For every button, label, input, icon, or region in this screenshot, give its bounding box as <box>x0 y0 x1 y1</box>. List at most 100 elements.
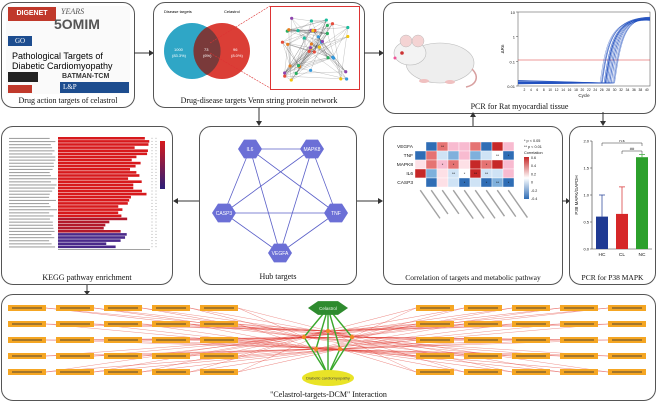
kegg-dot <box>155 227 157 229</box>
kegg-dot <box>155 140 157 142</box>
venn-mid-value: 73 <box>204 47 209 52</box>
hub-node-label: TNF <box>331 211 341 217</box>
corr-legend-title: Correlation <box>524 151 543 155</box>
corr-star: ** <box>496 153 500 158</box>
interaction-edge <box>315 323 561 350</box>
kegg-dot <box>155 230 157 232</box>
kegg-dot <box>151 196 153 198</box>
network-node <box>309 42 314 46</box>
interaction-edge <box>351 336 417 341</box>
corr-cell <box>458 150 471 161</box>
corr-row-label: TNF <box>404 153 413 159</box>
network-node <box>325 31 329 36</box>
network-edge <box>298 20 312 66</box>
interaction-edge <box>303 336 609 357</box>
kegg-label-placeholder <box>9 159 56 161</box>
amplification-curve <box>517 16 651 84</box>
interaction-edge <box>237 336 305 357</box>
network-node <box>296 29 300 33</box>
network-edge <box>291 27 348 81</box>
corr-cell <box>447 150 460 161</box>
network-node <box>312 50 316 54</box>
interaction-edge <box>237 323 317 350</box>
corr-star: * <box>453 162 455 167</box>
network-node <box>344 70 348 74</box>
kegg-bar <box>58 186 134 190</box>
interaction-edge <box>339 348 561 373</box>
kegg-label-placeholder <box>9 243 52 245</box>
x-tick-label: 20 <box>581 88 585 92</box>
pathway-box-label-placeholder <box>516 355 546 357</box>
corr-cell <box>436 168 449 179</box>
network-edge <box>332 27 348 58</box>
pathway-box-label-placeholder <box>60 339 90 341</box>
kegg-bar <box>58 189 142 193</box>
kegg-bar <box>58 199 130 202</box>
network-edge <box>287 30 328 34</box>
x-tick-label: 24 <box>593 88 597 92</box>
pathway-box-label-placeholder <box>612 355 642 357</box>
kegg-dot <box>155 224 157 226</box>
network-edge <box>318 36 333 58</box>
kegg-label-placeholder <box>9 246 56 248</box>
kegg-bar <box>58 137 145 140</box>
corr-star: * <box>464 171 466 176</box>
x-tick-label: 18 <box>574 88 578 92</box>
pathway-box-label-placeholder <box>516 339 546 341</box>
corr-cell <box>414 141 427 152</box>
kegg-dot <box>151 237 153 238</box>
kegg-bar <box>58 140 150 143</box>
pathway-box-label-placeholder <box>468 355 498 357</box>
arrow-hub-to-corr <box>357 198 383 204</box>
interaction-edge <box>237 339 341 350</box>
network-node <box>320 39 325 44</box>
kegg-dot <box>155 196 157 198</box>
corr-scale-label: 0.4 <box>531 164 536 168</box>
corr-cell <box>425 168 438 179</box>
interaction-edge <box>303 336 465 357</box>
kegg-label-placeholder <box>9 144 51 146</box>
network-node <box>289 78 293 82</box>
corr-cell <box>414 150 427 161</box>
kegg-label-placeholder <box>9 184 57 186</box>
p38-bar-nc <box>636 157 648 249</box>
corr-star: * <box>464 180 466 185</box>
network-node <box>308 68 313 72</box>
network-edge <box>282 42 291 67</box>
network-node <box>326 56 330 60</box>
corr-legend-p1: * p < 0.05 <box>524 139 540 143</box>
logo-lsp: L&P <box>60 82 129 93</box>
corr-star: ** <box>496 180 500 185</box>
kegg-dot <box>155 171 157 173</box>
kegg-bar <box>58 161 141 165</box>
corr-star: * <box>508 180 510 185</box>
logo-years: YEARS <box>61 7 85 16</box>
corr-scale-label: 0.6 <box>531 156 536 160</box>
kegg-dot <box>155 159 157 161</box>
pathway-box-label-placeholder <box>564 339 594 341</box>
hub-edge <box>249 148 337 214</box>
pathway-box-label-placeholder <box>468 371 498 373</box>
panel-drug-targets: DIGENET YEARS 5OMIM GO Pathological Targ… <box>1 2 135 108</box>
kegg-label-placeholder <box>9 196 50 198</box>
pathway-box-label-placeholder <box>60 355 90 357</box>
hub-edge <box>223 212 281 254</box>
network-edge <box>288 29 312 31</box>
kegg-dot <box>151 224 153 226</box>
network-node <box>296 63 301 68</box>
corr-col-label-placeholder <box>452 189 474 220</box>
kegg-dot <box>155 221 157 223</box>
kegg-dot <box>151 199 153 201</box>
arrow-hub-to-kegg <box>173 198 199 204</box>
interaction-edge <box>339 348 609 373</box>
kegg-dot <box>151 175 153 176</box>
kegg-label-placeholder <box>9 230 55 232</box>
network-edge <box>287 44 291 67</box>
y-tick-label: 0.1 <box>509 59 515 64</box>
network-edge <box>291 18 310 52</box>
amplification-curve <box>517 20 651 84</box>
pathway-box-label-placeholder <box>468 323 498 325</box>
network-edge <box>311 43 333 58</box>
caption-kegg: KEGG pathway enrichment <box>42 273 132 282</box>
caption-corr: Correlation of targets and metabolic pat… <box>405 273 541 282</box>
